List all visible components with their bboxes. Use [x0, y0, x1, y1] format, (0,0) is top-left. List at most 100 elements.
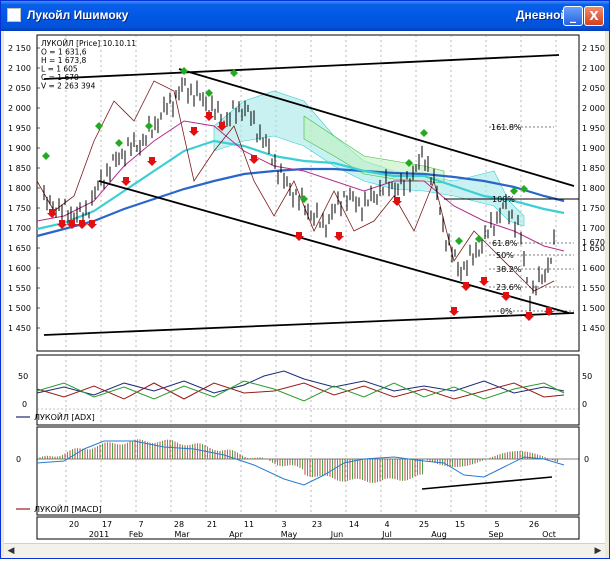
sell-signal-marker [77, 220, 87, 229]
adx-tick-50-left: 50 [18, 372, 28, 381]
buy-signal-marker [145, 122, 153, 130]
price-panel-frame [36, 34, 580, 352]
sell-signal-marker [524, 312, 534, 321]
upper-trendline [43, 54, 560, 80]
sell-signal-marker [67, 220, 77, 229]
price-tick-label: 1 800 [8, 184, 31, 193]
macd-line [36, 440, 565, 486]
adx-legend: ЛУКОЙЛ [ADX] [34, 411, 95, 422]
time-day-label: 11 [244, 520, 254, 529]
price-tick-label: 1 450 [582, 324, 605, 333]
info-line: L = 1 605 [41, 65, 78, 74]
price-tick-label: 1 600 [582, 264, 605, 273]
time-day-label: 26 [529, 520, 539, 529]
price-tick-label: 1 850 [8, 164, 31, 173]
price-tick-label: 2 050 [8, 84, 31, 93]
price-tick-label: 1 550 [582, 284, 605, 293]
price-tick-label: 1 850 [582, 164, 605, 173]
tenkan-line [36, 120, 565, 252]
scroll-right-icon[interactable]: ▶ [594, 546, 602, 556]
price-tick-label: 1 800 [582, 184, 605, 193]
buy-signal-marker [510, 187, 518, 195]
sell-signal-marker [47, 209, 57, 218]
buy-signal-marker [180, 67, 188, 75]
sell-signal-marker [147, 157, 157, 166]
price-tick-label: 2 050 [582, 84, 605, 93]
buy-signal-marker [405, 159, 413, 167]
macd-trendline [421, 476, 553, 490]
channel-top-line [178, 68, 575, 187]
time-day-label: 20 [69, 520, 79, 529]
sell-signal-marker [294, 232, 304, 241]
timeframe-label: Дневной [516, 8, 568, 22]
buy-signal-marker [205, 89, 213, 97]
price-tick-label: 2 000 [582, 104, 605, 113]
sell-signal-marker [189, 127, 199, 136]
time-day-label: 4 [384, 520, 389, 529]
price-axis-left: 2 150 2 100 2 050 2 000 1 950 1 900 1 850 1 800… [8, 44, 40, 333]
time-month-label: 2011 [89, 530, 109, 539]
info-line: H = 1 673,8 [41, 56, 87, 65]
price-tick-label: 2 100 [8, 64, 31, 73]
buy-signal-marker [455, 237, 463, 245]
minimize-button[interactable]: _ [563, 6, 583, 26]
time-month-label: Oct [542, 530, 556, 539]
sell-signal-marker [217, 122, 227, 131]
fib-label: 100% [492, 195, 515, 204]
price-bars [43, 77, 555, 312]
buy-signal-marker [300, 195, 308, 203]
long-moving-average [36, 167, 565, 238]
adx-axis-labels: 50 50 0 0 [18, 372, 592, 409]
time-day-label: 3 [281, 520, 286, 529]
time-month-label: Jun [330, 530, 344, 539]
info-line: V = 2 263 394 [41, 82, 96, 91]
time-day-label: 17 [102, 520, 112, 529]
adx-tick-0-left: 0 [22, 400, 27, 409]
macd-tick-zero-left: 0 [16, 455, 21, 464]
chart-canvas[interactable]: 2 150 2 100 2 050 2 000 1 950 1 900 1 850 1 800… [4, 31, 605, 543]
close-button[interactable]: X [584, 6, 604, 26]
price-tick-label: 1 500 [8, 304, 31, 313]
fib-label: 38.2% [496, 265, 522, 274]
fib-label: 50% [496, 251, 514, 260]
sell-signal-marker [57, 220, 67, 229]
adx-plus-di-line [36, 380, 565, 402]
sell-signal-marker [249, 155, 259, 164]
macd-panel-frame [36, 426, 580, 516]
price-info-box: ЛУКОЙЛ [Price] 10.10.11O = 1 631,6H = 1 … [41, 39, 136, 91]
fib-label: 23.6% [496, 283, 522, 292]
channel-bottom-line [98, 180, 570, 314]
buy-signal-marker [420, 129, 428, 137]
time-month-label: Sep [488, 530, 503, 539]
price-tick-label: 2 100 [582, 64, 605, 73]
chikou-line [36, 80, 555, 292]
time-axis-frame [36, 516, 580, 540]
time-day-label: 23 [312, 520, 322, 529]
price-tick-label: 2 150 [8, 44, 31, 53]
price-tick-label: 1 700 [8, 224, 31, 233]
price-tick-label: 2 000 [8, 104, 31, 113]
scroll-left-icon[interactable]: ◀ [7, 546, 15, 556]
time-month-label: Apr [229, 530, 244, 539]
time-month-label: Feb [129, 530, 143, 539]
sell-signal-marker [121, 177, 131, 186]
chart-area[interactable]: 2 150 2 100 2 050 2 000 1 950 1 900 1 850 1 800… [4, 31, 605, 543]
title-bar[interactable]: Лукойл Ишимоку Дневной _ X [1, 1, 609, 31]
price-tick-label: 1 500 [582, 304, 605, 313]
minimize-icon: _ [570, 9, 576, 23]
sell-signal-marker [461, 282, 471, 291]
buy-signal-marker [520, 185, 528, 193]
price-tick-label: 1 650 [582, 244, 605, 253]
price-tick-label: 1 750 [8, 204, 31, 213]
time-month-label: Mar [174, 530, 190, 539]
price-tick-label: 1 550 [8, 284, 31, 293]
sell-signal-marker [87, 220, 97, 229]
signal-markers [42, 67, 554, 321]
price-tick-label: 2 150 [582, 44, 605, 53]
price-axis-right: 2 150 2 100 2 050 2 000 1 950 1 900 1 850 1 800… [582, 44, 605, 333]
info-line: O = 1 631,6 [41, 48, 87, 57]
fib-label: 0% [500, 307, 513, 316]
horizontal-scrollbar[interactable]: ◀ ▶ [4, 543, 605, 558]
vertical-gridlines [65, 35, 557, 515]
